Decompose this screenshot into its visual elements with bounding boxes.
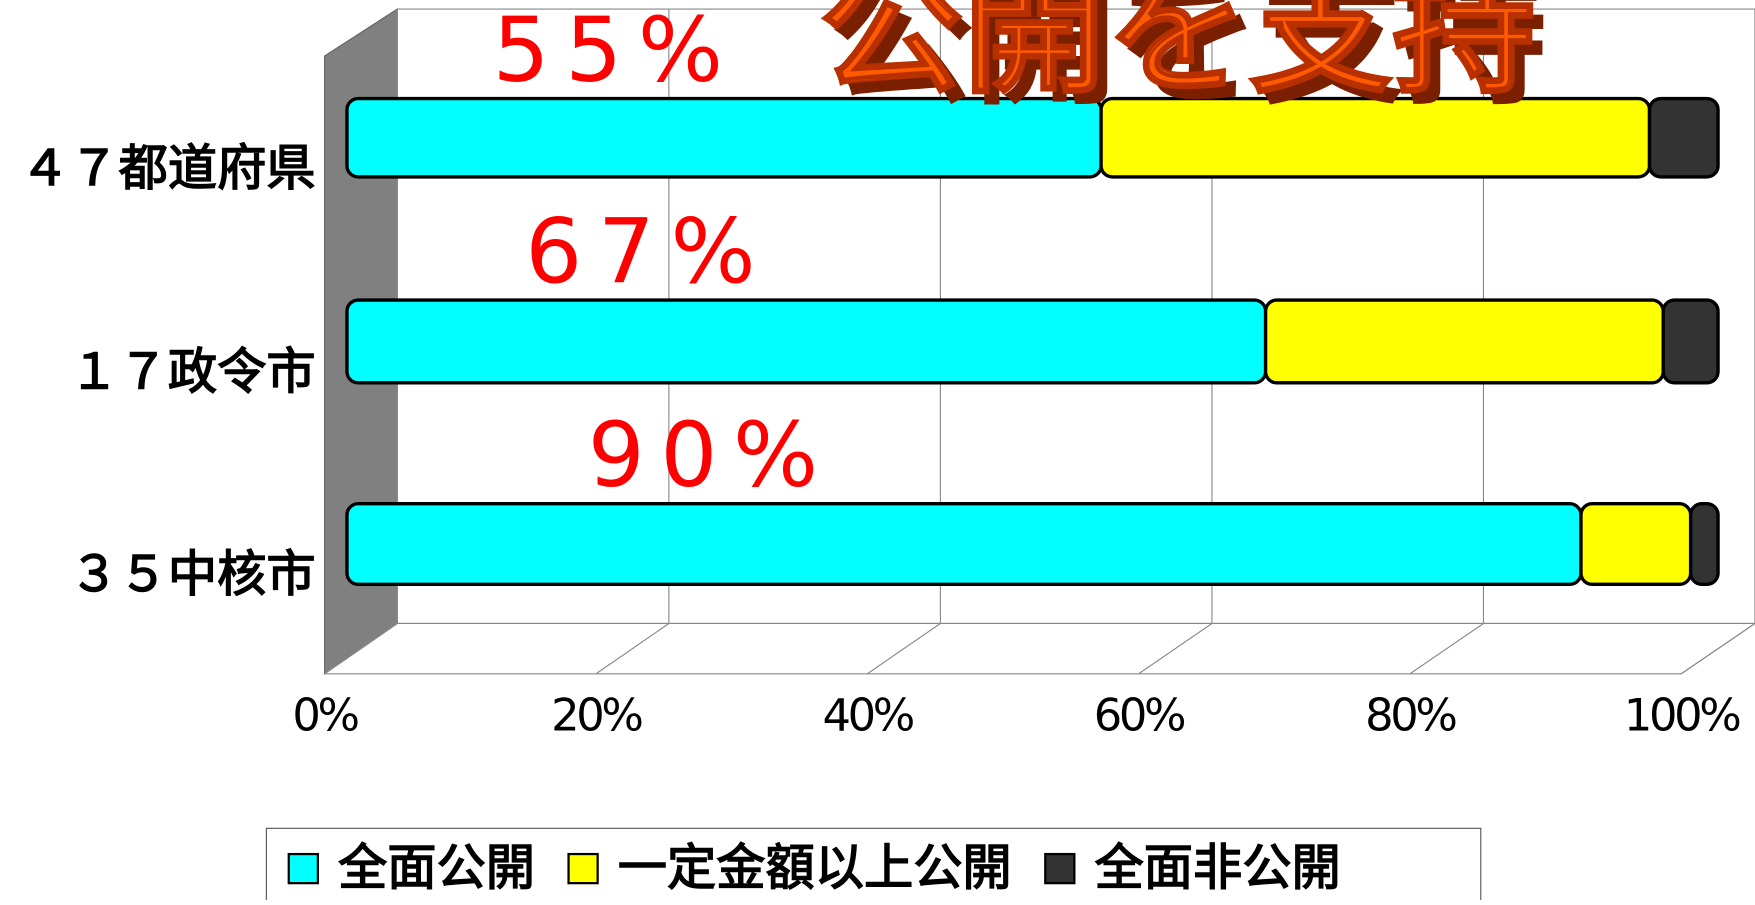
y-tick-label: １７政令市: [69, 343, 315, 401]
legend-label: 全面非公開: [1094, 838, 1341, 896]
bars: [345, 96, 1720, 586]
floor-line: [1138, 623, 1213, 675]
bar-segment: [345, 298, 1268, 385]
data-label: 90%: [588, 404, 834, 508]
legend-box: [265, 827, 1482, 905]
y-tick-label: ４７都道府県: [20, 139, 315, 197]
legend-label: 全面公開: [337, 838, 535, 896]
legend-swatch: [1044, 852, 1076, 885]
x-tick-label: 60%: [1094, 689, 1185, 742]
annotation: 公開を支持: [819, 0, 1535, 113]
data-label: 67%: [525, 200, 771, 304]
x-tick-label: 40%: [822, 689, 913, 742]
floor-line: [866, 623, 941, 675]
legend: 全面公開 一定金額以上公開 全面非公開: [287, 838, 1341, 896]
x-tick-label: 80%: [1365, 689, 1456, 742]
annotation-group: 公開を支持 公開を支持: [818, 0, 1547, 125]
bar-segment: [1263, 298, 1665, 385]
y-tick-label: ３５中核市: [69, 545, 315, 603]
floor-line: [595, 623, 670, 675]
floor-line: [1409, 623, 1484, 675]
legend-swatch: [287, 852, 319, 885]
floor-line: [324, 623, 398, 675]
floor-line: [1680, 623, 1755, 675]
legend-swatch: [567, 852, 599, 885]
bar-segment: [1688, 502, 1720, 586]
labels: ４７都道府県 55% １７政令市 67% ３５中核市 90%: [20, 0, 834, 603]
bar-segment: [345, 502, 1583, 586]
data-label: 55%: [493, 0, 739, 102]
bar-segment: [1579, 502, 1693, 586]
x-tick-label: 20%: [551, 689, 642, 742]
annotation-shadow: 公開を支持: [831, 0, 1547, 125]
floor: [322, 622, 1755, 675]
bar-segment: [1647, 96, 1720, 179]
x-tick-label: 100%: [1624, 689, 1740, 742]
legend-label: 一定金額以上公開: [618, 838, 1012, 896]
x-tick-label: 0%: [292, 689, 358, 742]
bar-segment: [1661, 298, 1720, 385]
